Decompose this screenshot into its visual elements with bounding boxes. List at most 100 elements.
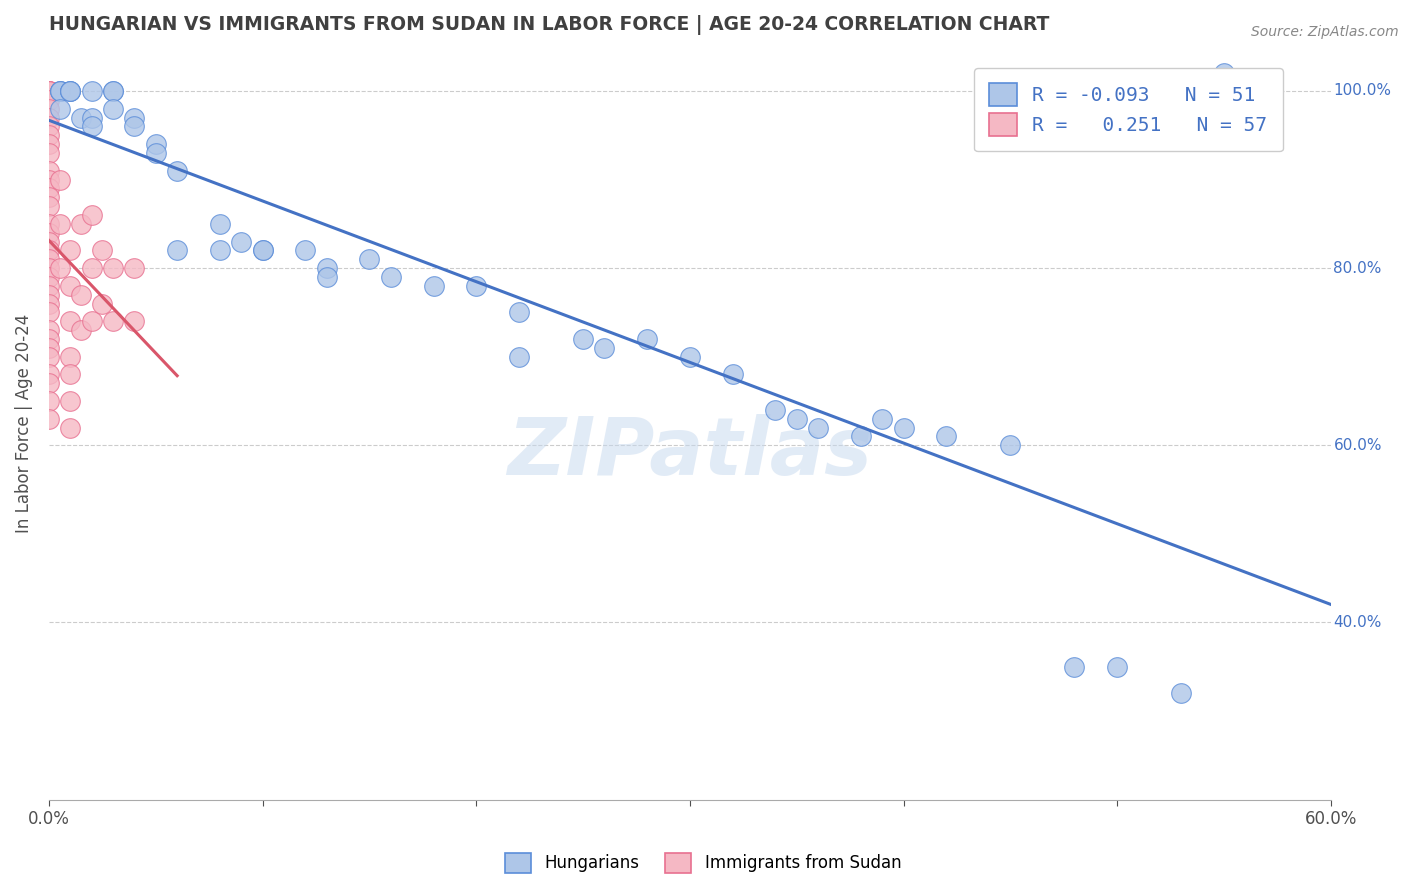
Text: 60.0%: 60.0% [1333, 438, 1382, 453]
Point [1213, 66, 1236, 80]
Point [124, 261, 146, 276]
Point [38, 181, 60, 195]
Point [38, 278, 60, 293]
Point [59, 84, 82, 98]
Point [593, 341, 616, 355]
Point [48, 217, 70, 231]
Point [38, 120, 60, 134]
Point [38, 261, 60, 276]
Point [1063, 659, 1085, 673]
Point [231, 235, 253, 249]
Text: Source: ZipAtlas.com: Source: ZipAtlas.com [1251, 25, 1399, 39]
Point [38, 102, 60, 116]
Point [59, 278, 82, 293]
Point [508, 350, 530, 364]
Point [80, 111, 103, 125]
Point [59, 314, 82, 328]
Point [124, 120, 146, 134]
Point [38, 244, 60, 258]
Point [636, 332, 658, 346]
Point [70, 217, 93, 231]
Point [38, 84, 60, 98]
Point [38, 350, 60, 364]
Point [38, 84, 60, 98]
Point [59, 393, 82, 408]
Point [38, 137, 60, 152]
Point [38, 172, 60, 186]
Point [38, 368, 60, 382]
Point [48, 84, 70, 98]
Point [48, 261, 70, 276]
Point [38, 128, 60, 143]
Point [38, 199, 60, 213]
Point [315, 261, 337, 276]
Point [70, 287, 93, 301]
Point [893, 420, 915, 434]
Point [786, 411, 808, 425]
Point [91, 296, 114, 310]
Text: 40.0%: 40.0% [1333, 615, 1382, 630]
Point [38, 217, 60, 231]
Point [294, 244, 316, 258]
Point [763, 402, 786, 417]
Point [315, 269, 337, 284]
Point [101, 102, 124, 116]
Point [101, 84, 124, 98]
Point [38, 84, 60, 98]
Point [38, 341, 60, 355]
Point [465, 278, 488, 293]
Point [38, 411, 60, 425]
Point [38, 252, 60, 267]
Point [572, 332, 595, 346]
Point [870, 411, 893, 425]
Point [101, 84, 124, 98]
Point [1107, 659, 1129, 673]
Text: 100.0%: 100.0% [1333, 84, 1392, 98]
Point [80, 208, 103, 222]
Point [38, 323, 60, 337]
Point [48, 84, 70, 98]
Point [208, 217, 231, 231]
Point [1170, 686, 1192, 700]
Point [38, 235, 60, 249]
Point [1000, 438, 1022, 452]
Point [422, 278, 444, 293]
Point [508, 305, 530, 319]
Text: 80.0%: 80.0% [1333, 260, 1382, 276]
Point [38, 163, 60, 178]
Point [70, 323, 93, 337]
Point [38, 393, 60, 408]
Point [252, 244, 274, 258]
Point [124, 314, 146, 328]
Point [935, 429, 957, 443]
Point [807, 420, 830, 434]
Point [48, 102, 70, 116]
Text: ZIPatlas: ZIPatlas [508, 414, 872, 492]
Point [48, 172, 70, 186]
Point [38, 332, 60, 346]
Point [359, 252, 381, 267]
Point [80, 84, 103, 98]
Point [145, 145, 167, 160]
Point [38, 296, 60, 310]
Point [252, 244, 274, 258]
Point [38, 145, 60, 160]
Point [380, 269, 402, 284]
Point [38, 93, 60, 107]
Y-axis label: In Labor Force | Age 20-24: In Labor Force | Age 20-24 [15, 313, 32, 533]
Point [721, 368, 744, 382]
Point [38, 376, 60, 391]
Point [38, 111, 60, 125]
Point [59, 84, 82, 98]
Point [70, 111, 93, 125]
Point [59, 420, 82, 434]
Point [38, 287, 60, 301]
Point [124, 111, 146, 125]
Point [48, 84, 70, 98]
Point [38, 190, 60, 204]
Point [166, 163, 188, 178]
Point [38, 269, 60, 284]
Point [80, 314, 103, 328]
Point [38, 305, 60, 319]
Point [38, 226, 60, 240]
